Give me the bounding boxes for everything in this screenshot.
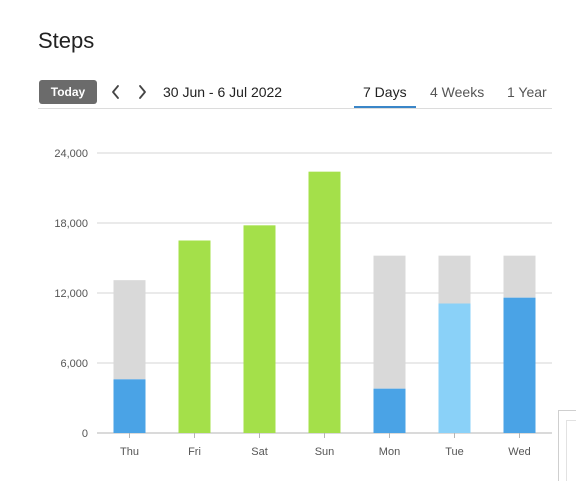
x-tick-label: Fri — [188, 446, 201, 458]
x-tick-label: Sun — [315, 446, 335, 458]
chevron-left-icon[interactable] — [108, 83, 124, 101]
today-button[interactable]: Today — [39, 80, 97, 104]
y-tick-label: 12,000 — [54, 288, 88, 300]
toolbar-divider — [38, 108, 552, 109]
tab-7-days[interactable]: 7 Days — [363, 84, 407, 100]
y-tick-label: 18,000 — [54, 218, 88, 230]
y-tick-label: 0 — [82, 428, 88, 440]
tab-4-weeks[interactable]: 4 Weeks — [430, 84, 485, 100]
steps-bar — [503, 297, 536, 433]
x-tick-label: Wed — [508, 446, 530, 458]
steps-bar — [438, 303, 471, 433]
page-title: Steps — [38, 28, 95, 53]
goal-remainder-bar — [373, 255, 406, 389]
y-tick-label: 6,000 — [60, 358, 88, 370]
chevron-right-icon[interactable] — [134, 83, 150, 101]
steps-bar — [308, 171, 341, 433]
x-tick-label: Mon — [379, 446, 400, 458]
goal-remainder-bar — [438, 255, 471, 304]
steps-bar — [178, 240, 211, 433]
toolbar: Today 30 Jun - 6 Jul 2022 7 Days 4 Weeks… — [38, 78, 552, 108]
active-tab-indicator — [354, 106, 416, 108]
tab-1-year[interactable]: 1 Year — [507, 84, 547, 100]
x-tick-label: Thu — [120, 446, 139, 458]
x-tick-label: Sat — [251, 446, 268, 458]
x-tick-label: Tue — [445, 446, 464, 458]
steps-bar — [373, 388, 406, 433]
steps-bar — [243, 225, 276, 433]
y-tick-label: 24,000 — [54, 148, 88, 160]
panel-edge — [558, 410, 576, 481]
date-range-label: 30 Jun - 6 Jul 2022 — [163, 84, 283, 100]
goal-remainder-bar — [503, 255, 536, 298]
goal-remainder-bar — [113, 280, 146, 380]
steps-bar-chart: 0 6,000 12,000 18,000 24,000 Thu Fri Sat Sun Mon T… — [54, 148, 552, 458]
steps-bar — [113, 379, 146, 433]
panel-edge-inner — [566, 420, 576, 481]
